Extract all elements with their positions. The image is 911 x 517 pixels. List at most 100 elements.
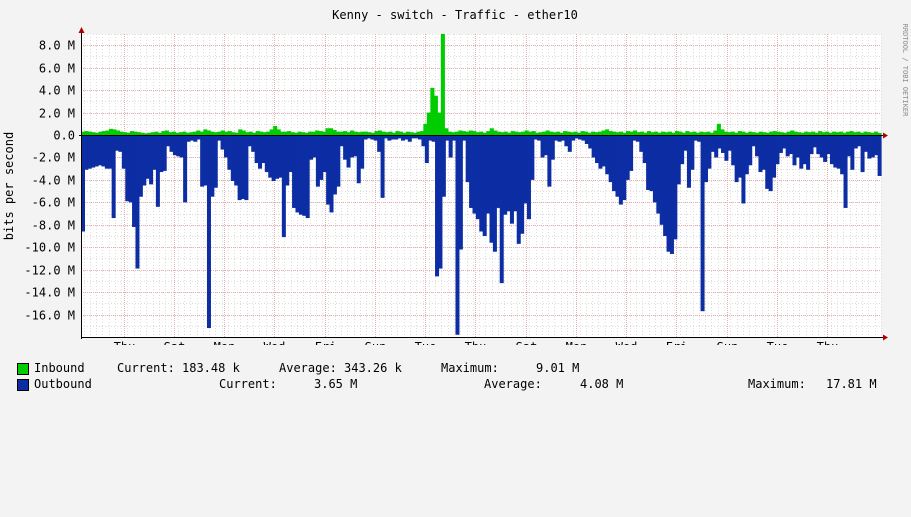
inbound-bar	[440, 33, 445, 135]
y-tick-label: -2.0 M	[32, 151, 75, 165]
outbound-maximum-value: 17.81 M	[826, 377, 877, 391]
inbound-bar	[143, 133, 148, 135]
inbound-bar	[811, 131, 816, 135]
inbound-bar	[524, 130, 529, 135]
outbound-bar	[309, 135, 314, 160]
inbound-bar	[723, 131, 728, 135]
inbound-bar	[395, 131, 400, 135]
inbound-bar	[283, 131, 288, 135]
inbound-bar	[280, 131, 285, 135]
inbound-bar	[343, 131, 348, 135]
outbound-bar	[101, 135, 106, 167]
inbound-bar	[510, 131, 515, 135]
outbound-bar	[390, 135, 395, 140]
outbound-bar	[482, 135, 487, 236]
outbound-bar	[397, 135, 402, 139]
inbound-bar	[220, 130, 225, 135]
outbound-bar	[285, 135, 290, 186]
y-tick-label: -12.0 M	[24, 264, 75, 278]
outbound-bar	[213, 135, 218, 188]
legend-row-outbound: Outbound Current: 3.65 M Average: 4.08 M…	[0, 377, 877, 393]
outbound-bar	[343, 135, 348, 160]
inbound-bar	[339, 131, 344, 135]
inbound-bar	[653, 131, 659, 135]
x-tick-label: Fri	[666, 340, 688, 345]
outbound-bar	[241, 135, 245, 199]
outbound-bar	[676, 135, 681, 185]
inbound-bar	[720, 129, 725, 135]
inbound-bar	[175, 132, 180, 135]
inbound-bar	[646, 131, 652, 135]
inbound-bar	[608, 131, 613, 135]
outbound-bar	[738, 135, 743, 178]
inbound-average-value: 343.26 k	[344, 361, 402, 375]
outbound-bar	[707, 135, 712, 169]
series-inbound	[81, 33, 882, 135]
outbound-bar	[411, 135, 416, 139]
inbound-bar	[856, 131, 861, 135]
inbound-bar	[489, 128, 494, 135]
outbound-bar	[455, 135, 460, 335]
inbound-bar	[290, 132, 295, 135]
outbound-bar	[81, 135, 85, 232]
inbound-bar	[744, 132, 749, 135]
outbound-bar	[772, 135, 777, 178]
x-tick-label: Wed	[264, 340, 286, 345]
inbound-bar	[825, 131, 830, 135]
outbound-bar	[799, 135, 804, 169]
outbound-bar	[237, 135, 242, 201]
inbound-bar	[664, 132, 669, 135]
inbound-bar	[681, 132, 686, 135]
bottom-axis-arrow	[883, 334, 888, 341]
y-tick-label: 2.0 M	[39, 107, 75, 121]
outbound-bar	[639, 135, 644, 152]
outbound-bar	[363, 135, 368, 140]
outbound-bar	[401, 135, 405, 141]
y-tick-label: -4.0 M	[32, 174, 75, 188]
inbound-bar	[674, 131, 679, 135]
inbound-bar	[276, 129, 281, 135]
outbound-bar	[588, 135, 593, 149]
outbound-bar	[223, 135, 228, 158]
outbound-bar	[584, 135, 589, 144]
inbound-bar	[622, 132, 627, 135]
inbound-bar	[224, 131, 229, 135]
outbound-bar	[84, 135, 89, 170]
inbound-bar	[657, 132, 662, 135]
outbound-bar	[564, 135, 569, 147]
inbound-bar	[168, 132, 173, 135]
outbound-bar	[196, 135, 201, 140]
outbound-bar	[520, 135, 525, 234]
outbound-bar	[322, 135, 327, 173]
outbound-bar	[850, 135, 855, 170]
inbound-bar	[301, 132, 306, 135]
inbound-bar	[426, 112, 431, 135]
inbound-bar	[430, 87, 435, 135]
outbound-bar	[571, 135, 576, 141]
inbound-current-value: 183.48 k	[182, 361, 240, 375]
inbound-bar	[507, 132, 512, 135]
inbound-bar	[667, 131, 672, 135]
inbound-bar	[185, 132, 190, 135]
outbound-bar	[496, 135, 501, 208]
inbound-bar	[322, 131, 327, 135]
outbound-bar	[149, 135, 154, 185]
inbound-bar	[765, 132, 770, 135]
outbound-bar	[618, 135, 623, 205]
y-tick-label: 0.0	[53, 129, 75, 143]
outbound-bar	[336, 135, 341, 187]
outbound-bar	[792, 135, 797, 166]
outbound-bar	[768, 135, 773, 192]
outbound-bar	[785, 135, 790, 157]
outbound-maximum-label: Maximum:	[748, 377, 806, 391]
x-tick-label: Tue	[767, 340, 789, 345]
outbound-bar	[516, 135, 521, 244]
outbound-bar	[758, 135, 763, 173]
outbound-bar	[686, 135, 691, 188]
outbound-current-value: 3.65 M	[314, 377, 358, 391]
inbound-bar	[353, 131, 358, 135]
outbound-bar	[315, 135, 320, 187]
inbound-bar	[381, 131, 386, 135]
outbound-bar	[489, 135, 494, 243]
outbound-bar	[394, 135, 399, 140]
